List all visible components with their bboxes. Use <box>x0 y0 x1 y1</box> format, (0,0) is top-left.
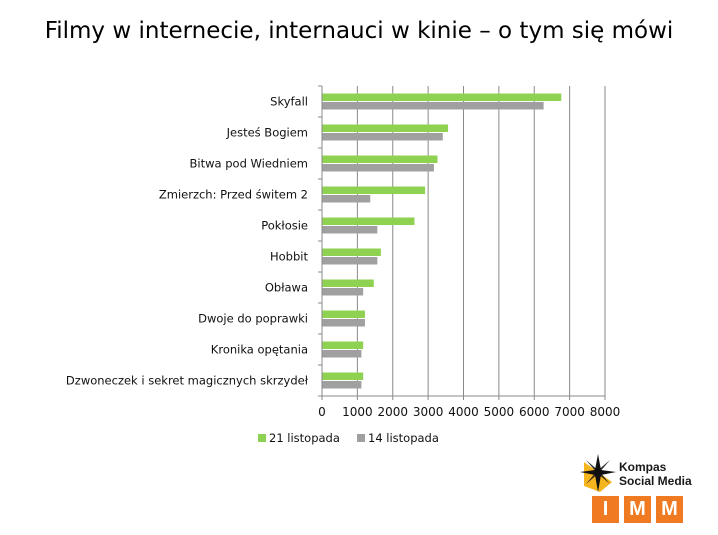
bar-series-2 <box>322 257 378 265</box>
x-tick-label: 5000 <box>484 405 515 419</box>
x-tick-label: 7000 <box>554 405 585 419</box>
category-label: Zmierzch: Przed świtem 2 <box>159 188 308 202</box>
legend-swatch <box>258 434 266 442</box>
category-label: Bitwa pod Wiedniem <box>190 157 308 171</box>
logo-letter-m1: M <box>624 496 651 523</box>
bar-series-2 <box>322 226 378 234</box>
category-label: Jesteś Bogiem <box>226 126 308 140</box>
category-label: Hobbit <box>270 250 308 264</box>
logo-letter-m2: M <box>656 496 683 523</box>
x-tick-label: 4000 <box>448 405 479 419</box>
category-label: Obława <box>265 281 308 295</box>
bar-series-2 <box>322 350 362 358</box>
x-tick-label: 2000 <box>377 405 408 419</box>
x-tick-label: 8000 <box>590 405 621 419</box>
bar-series-2 <box>322 164 434 172</box>
legend-swatch <box>357 434 365 442</box>
bar-series-2 <box>322 133 443 141</box>
category-label: Dzwoneczek i sekret magicznych skrzydeł <box>66 374 309 388</box>
bar-series-1 <box>322 155 438 163</box>
x-tick-label: 3000 <box>413 405 444 419</box>
bar-series-1 <box>322 93 562 101</box>
legend-label: 14 listopada <box>368 431 439 445</box>
chart-title: Filmy w internecie, internauci w kinie –… <box>44 18 674 44</box>
x-tick-label: 1000 <box>342 405 373 419</box>
logo-line-2: Social Media <box>619 474 692 488</box>
category-label: Kronika opętania <box>211 343 308 357</box>
compass-star-icon <box>580 454 616 492</box>
x-tick-labels: 0 1000 2000 3000 4000 5000 6000 7000 8000 <box>318 405 620 419</box>
category-label: Dwoje do poprawki <box>198 312 308 326</box>
x-tick-label: 0 <box>318 405 326 419</box>
x-tick-label: 6000 <box>519 405 550 419</box>
bar-series-2 <box>322 319 365 327</box>
bar-series-1 <box>322 310 365 318</box>
category-label: Skyfall <box>270 95 308 109</box>
bar-series-2 <box>322 102 544 110</box>
logo-letter-i: I <box>592 496 619 523</box>
kompas-imm-logo: Kompas Social Media I M M <box>578 452 714 528</box>
logo-line-1: Kompas <box>619 460 667 474</box>
category-label: Pokłosie <box>261 219 308 233</box>
bar-series-1 <box>322 248 381 256</box>
bar-series-2 <box>322 288 364 296</box>
category-labels: Skyfall Jesteś Bogiem Bitwa pod Wiedniem Zm… <box>66 95 309 388</box>
bar-series-1 <box>322 341 364 349</box>
bar-series-2 <box>322 381 362 389</box>
bar-series-1 <box>322 279 374 287</box>
legend-label: 21 listopada <box>269 431 340 445</box>
legend: 21 listopada 14 listopada <box>258 431 439 445</box>
bars <box>322 93 562 389</box>
bar-series-1 <box>322 217 415 225</box>
bar-series-1 <box>322 124 449 132</box>
bar-series-2 <box>322 195 371 203</box>
bar-series-1 <box>322 186 426 194</box>
bar-series-1 <box>322 372 364 380</box>
